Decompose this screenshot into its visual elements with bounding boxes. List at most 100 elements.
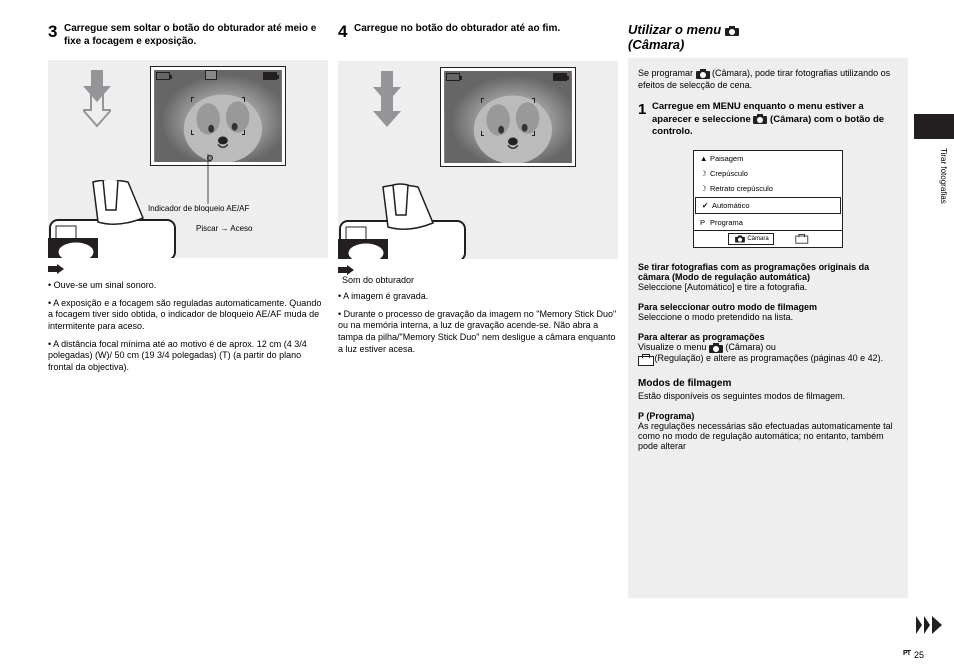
camera-body-icon xyxy=(48,180,188,258)
menu-step-1: 1 Carregue em MENU enquanto o menu estiv… xyxy=(638,101,898,138)
p2s: Se tirar fotografias com as programações… xyxy=(638,262,869,282)
right-arrow-icon-2 xyxy=(338,265,354,275)
mi2: Retrato crepúsculo xyxy=(710,184,773,193)
menu-preview-screen: ▲Paisagem ☽Crepúsculo ☽Retrato crepúscul… xyxy=(693,150,843,248)
battery-left-icon-2 xyxy=(446,73,460,81)
menu-item-0: ▲Paisagem xyxy=(694,151,842,166)
battery-right-icon xyxy=(263,72,277,80)
mfc: Câmara xyxy=(747,236,768,242)
step-4-bold: Carregue no botão do obturador até ao fi… xyxy=(354,23,560,34)
step-3-bullet-3: • A distância focal mínima até ao motivo… xyxy=(48,339,328,374)
page-lang: PT xyxy=(903,650,910,657)
para-change: Para alterar as programações Visualize o… xyxy=(638,332,898,363)
lcd-preview xyxy=(150,66,286,166)
menu-footer: Câmara xyxy=(694,230,842,247)
camera-icon-4 xyxy=(709,343,723,353)
step-4-text: Carregue no botão do obturador até ao fi… xyxy=(338,0,618,35)
menu-item-selected: ✔Automático xyxy=(695,197,841,214)
half-press-arrow-icon xyxy=(83,70,111,128)
menu-panel: Se programar (Câmara), pode tirar fotogr… xyxy=(628,58,908,598)
step-4-bullet-2: • Durante o processo de gravação da imag… xyxy=(338,309,618,356)
dog-photo xyxy=(154,70,282,162)
lcd-preview-2 xyxy=(440,67,576,167)
column-3: Utilizar o menu (Câmara) Se programar (C… xyxy=(628,0,908,598)
p4a: Visualize o menu xyxy=(638,342,709,352)
dog-svg xyxy=(154,70,282,162)
para-auto: Se tirar fotografias com as programações… xyxy=(638,262,898,292)
menu-step1-text: Carregue em MENU enquanto o menu estiver… xyxy=(638,101,898,138)
af-bracket-bl xyxy=(191,130,194,135)
right-arrow-icon xyxy=(48,264,64,274)
mi0: Paisagem xyxy=(710,154,743,163)
menu-intro: Se programar (Câmara), pode tirar fotogr… xyxy=(638,68,898,91)
step-3-bullet-2: • A exposição e a focagem são reguladas … xyxy=(48,298,328,333)
modes-title: Modos de filmagem xyxy=(638,378,898,389)
continue-arrow-icon xyxy=(916,616,942,634)
callout-line xyxy=(203,154,253,234)
mi4: Programa xyxy=(710,218,743,227)
toolbox-icon xyxy=(638,354,652,364)
menu-subtitle: (Câmara) xyxy=(628,37,908,52)
menu-title-text: Utilizar o menu xyxy=(628,22,725,37)
menu-footer-camera: Câmara xyxy=(728,233,773,245)
menu-title: Utilizar o menu xyxy=(628,22,908,37)
mi3: Automático xyxy=(712,201,750,210)
p4c: (Regulação) e altere as programações (pá… xyxy=(652,353,883,363)
af-indicator-label: Indicador de bloqueio AE/AF xyxy=(148,204,249,213)
mt: Modos de filmagem xyxy=(638,378,731,389)
mpl: P (Programa) xyxy=(638,411,694,421)
intro-text1: Se programar xyxy=(638,68,696,78)
step-4-arrow-row: Som do obturador xyxy=(338,265,618,285)
p2t: Seleccione [Automático] e tire a fotogra… xyxy=(638,282,807,292)
p3s: Para seleccionar outro modo de filmagem xyxy=(638,302,817,312)
camera-icon-2 xyxy=(696,69,710,79)
b4-text: A imagem é gravada. xyxy=(343,291,428,301)
step-4-illustration xyxy=(338,61,618,259)
flash-arrow-text: Piscar → Aceso xyxy=(196,224,252,233)
af-bl2 xyxy=(481,131,484,136)
side-label: Tirar fotografias xyxy=(930,148,948,548)
column-2: 4 Carregue no botão do obturador até ao … xyxy=(338,0,618,355)
page: Tirar fotografias 3 Carregue sem soltar … xyxy=(0,0,954,672)
menu-item-2: ☽Retrato crepúsculo xyxy=(694,181,842,196)
section-tab xyxy=(914,114,954,139)
p4b: (Câmara) ou xyxy=(723,342,776,352)
battery-left-icon xyxy=(156,72,170,80)
camera-body-icon-2 xyxy=(338,181,478,259)
mode-indicator-icon xyxy=(205,70,217,80)
mode-p: P (Programa) As regulações necessárias s… xyxy=(638,411,898,451)
para-other: Para seleccionar outro modo de filmagem … xyxy=(638,302,898,322)
dog-svg-2 xyxy=(444,71,572,163)
p3t: Seleccione o modo pretendido na lista. xyxy=(638,312,793,322)
b3-text: A distância focal mínima até ao motivo é… xyxy=(48,339,307,372)
camera-icon-sm xyxy=(735,236,745,243)
step-3-illustration: Indicador de bloqueio AE/AF Piscar → Ace… xyxy=(48,60,328,258)
flash-arrow-label: Piscar → Aceso xyxy=(196,224,252,233)
af-bracket-tr xyxy=(242,97,245,102)
modes-intro: Estão disponíveis os seguintes modos de … xyxy=(638,391,898,401)
af-bracket-tl xyxy=(191,97,194,102)
menu-step1-num: 1 xyxy=(638,101,646,118)
menu-item-1: ☽Crepúsculo xyxy=(694,166,842,181)
af-bracket-br xyxy=(242,130,245,135)
camera-icon-3 xyxy=(753,114,767,124)
step-3-arrow-row xyxy=(48,264,328,274)
camera-icon xyxy=(725,26,739,36)
step-4-number: 4 xyxy=(338,22,347,42)
step-3-bold: Carregue sem soltar o botão do obturador… xyxy=(64,23,316,47)
p4s: Para alterar as programações xyxy=(638,332,765,342)
af-br2 xyxy=(532,131,535,136)
dog-photo-2 xyxy=(444,71,572,163)
b2-text: A exposição e a focagem são reguladas au… xyxy=(48,298,321,331)
mi1: Crepúsculo xyxy=(710,169,748,178)
mpt: As regulações necessárias são efectuadas… xyxy=(638,421,893,451)
column-1: 3 Carregue sem soltar o botão do obturad… xyxy=(48,0,328,374)
menu-item-4: PPrograma xyxy=(694,215,842,230)
page-number: 25 xyxy=(914,650,924,660)
step-3-bullet-1: • Ouve-se um sinal sonoro. xyxy=(48,280,328,292)
step-4-bullet-1: • A imagem é gravada. xyxy=(338,291,618,303)
af-tl2 xyxy=(481,98,484,103)
b1-text: Ouve-se um sinal sonoro. xyxy=(54,280,157,290)
step-3-number: 3 xyxy=(48,22,57,42)
step-3-text: Carregue sem soltar o botão do obturador… xyxy=(48,0,328,48)
